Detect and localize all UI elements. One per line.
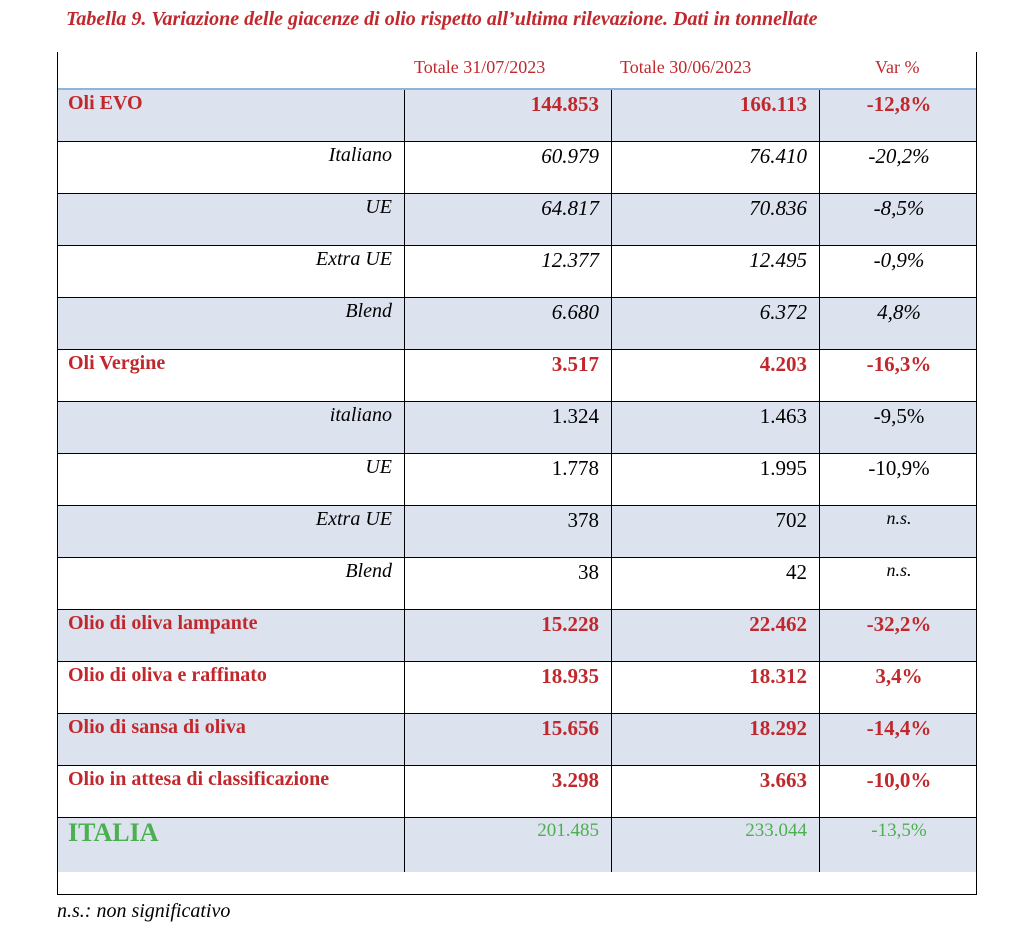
value-var: -10,9% <box>868 456 930 480</box>
value-var: -12,8% <box>866 92 932 116</box>
table-body: Oli EVO 144.853 166.113 -12,8% Italiano … <box>58 90 976 872</box>
table-row: Extra UE 378 702 n.s. <box>58 506 976 558</box>
value-july: 3.298 <box>551 768 599 792</box>
value-june: 76.410 <box>749 144 807 168</box>
value-june: 3.663 <box>759 768 807 792</box>
row-label: Oli Vergine <box>68 352 166 374</box>
row-label: italiano <box>329 404 392 426</box>
header-total-june: Totale 30/06/2023 <box>620 57 752 77</box>
total-july: 201.485 <box>537 820 599 841</box>
value-july: 15.228 <box>541 612 599 636</box>
value-var: -0,9% <box>873 248 925 272</box>
header-var-percent: Var % <box>875 57 920 77</box>
table-row: Blend 6.680 6.372 4,8% <box>58 298 976 350</box>
value-june: 6.372 <box>759 300 807 324</box>
header-rule <box>58 88 976 90</box>
value-july: 378 <box>567 508 600 532</box>
value-july: 60.979 <box>541 144 599 168</box>
value-july: 38 <box>578 560 599 584</box>
value-june: 18.292 <box>749 716 807 740</box>
value-var: -20,2% <box>868 144 930 168</box>
table-row: UE 64.817 70.836 -8,5% <box>58 194 976 246</box>
total-var: -13,5% <box>871 820 927 841</box>
header-total-july: Totale 31/07/2023 <box>414 57 546 77</box>
value-var: 4,8% <box>877 300 921 324</box>
value-var: -32,2% <box>866 612 932 636</box>
row-label: Oli EVO <box>68 92 143 114</box>
row-label: Extra UE <box>315 248 392 270</box>
total-label: ITALIA <box>68 818 159 847</box>
table-row: Blend 38 42 n.s. <box>58 558 976 610</box>
table-row: Oli EVO 144.853 166.113 -12,8% <box>58 90 976 142</box>
table-row: Olio di oliva e raffinato 18.935 18.312 … <box>58 662 976 714</box>
value-july: 1.778 <box>551 456 599 480</box>
value-var: -8,5% <box>873 196 925 220</box>
total-june: 233.044 <box>745 820 807 841</box>
value-var: -9,5% <box>873 404 925 428</box>
value-june: 70.836 <box>749 196 807 220</box>
table-row: UE 1.778 1.995 -10,9% <box>58 454 976 506</box>
value-var: -16,3% <box>866 352 932 376</box>
value-july: 6.680 <box>551 300 599 324</box>
value-june: 1.463 <box>759 404 807 428</box>
table-row: Olio di oliva lampante 15.228 22.462 -32… <box>58 610 976 662</box>
row-label: Blend <box>345 560 392 582</box>
value-var: 3,4% <box>875 664 923 688</box>
value-june: 166.113 <box>739 92 807 116</box>
table-row: Olio di sansa di oliva 15.656 18.292 -14… <box>58 714 976 766</box>
table-row: italiano 1.324 1.463 -9,5% <box>58 402 976 454</box>
value-june: 4.203 <box>759 352 807 376</box>
row-label: Italiano <box>328 144 392 166</box>
value-var: n.s. <box>886 560 912 580</box>
value-june: 42 <box>786 560 807 584</box>
table-title: Tabella 9. Variazione delle giacenze di … <box>66 8 818 30</box>
value-june: 12.495 <box>749 248 807 272</box>
value-july: 18.935 <box>541 664 599 688</box>
value-july: 15.656 <box>541 716 599 740</box>
value-july: 1.324 <box>551 404 599 428</box>
value-july: 12.377 <box>541 248 599 272</box>
value-june: 18.312 <box>749 664 807 688</box>
row-label: Olio di sansa di oliva <box>68 716 246 738</box>
value-var: -14,4% <box>866 716 932 740</box>
footnote: n.s.: non significativo <box>57 900 231 922</box>
value-july: 144.853 <box>530 92 599 116</box>
value-var: -10,0% <box>866 768 932 792</box>
value-july: 64.817 <box>541 196 599 220</box>
table-row: Extra UE 12.377 12.495 -0,9% <box>58 246 976 298</box>
row-label: UE <box>365 196 392 218</box>
value-july: 3.517 <box>551 352 599 376</box>
row-label: Extra UE <box>315 508 392 530</box>
table-row: Italiano 60.979 76.410 -20,2% <box>58 142 976 194</box>
row-label: UE <box>365 456 392 478</box>
table-header: Totale 31/07/2023 Totale 30/06/2023 Var … <box>58 52 976 88</box>
table-row: Olio in attesa di classificazione 3.298 … <box>58 766 976 818</box>
table-row-total: ITALIA 201.485 233.044 -13,5% <box>58 818 976 872</box>
stock-table: Totale 31/07/2023 Totale 30/06/2023 Var … <box>57 52 977 895</box>
value-june: 1.995 <box>759 456 807 480</box>
row-label: Olio di oliva e raffinato <box>68 664 267 686</box>
table-row: Oli Vergine 3.517 4.203 -16,3% <box>58 350 976 402</box>
row-label: Blend <box>345 300 392 322</box>
value-var: n.s. <box>886 508 912 528</box>
row-label: Olio in attesa di classificazione <box>68 768 330 790</box>
value-june: 22.462 <box>749 612 807 636</box>
value-june: 702 <box>775 508 808 532</box>
row-label: Olio di oliva lampante <box>68 612 258 634</box>
